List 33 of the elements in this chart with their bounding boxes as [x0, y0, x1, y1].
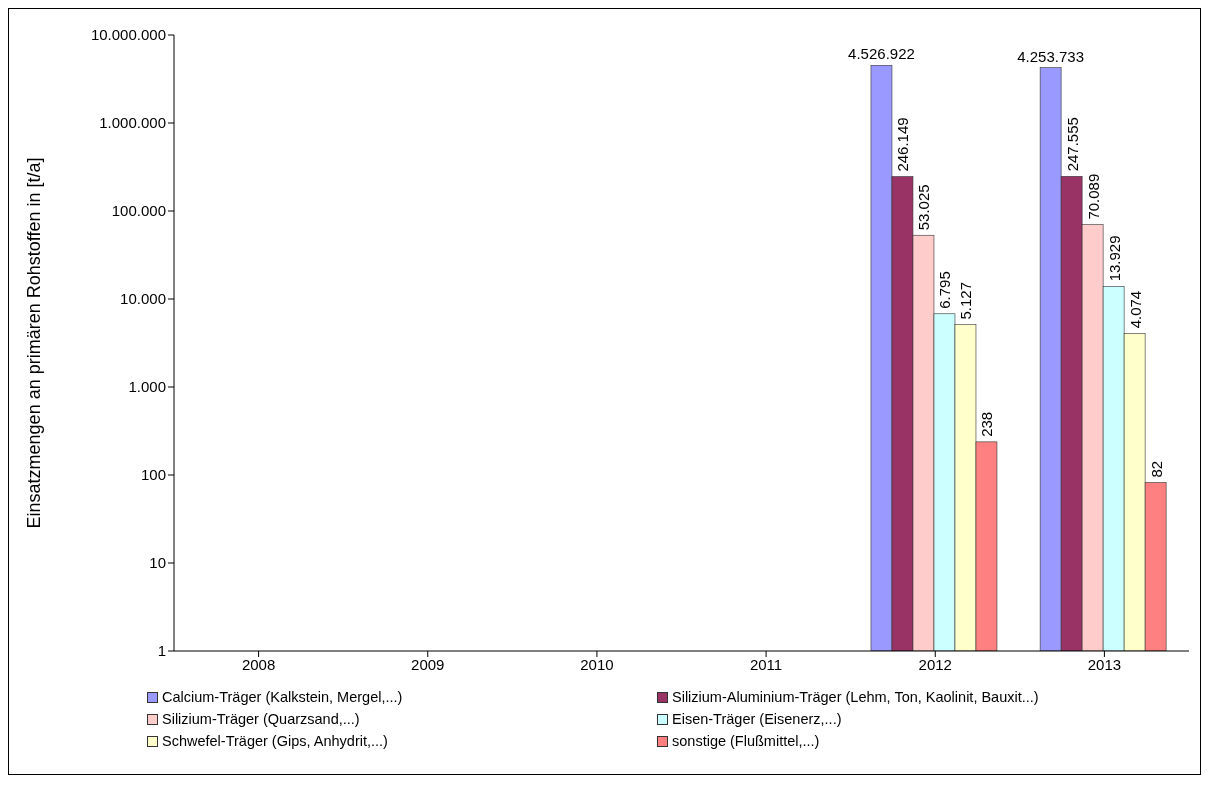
legend-label: Schwefel-Träger (Gips, Anhydrit,...) — [162, 733, 388, 749]
y-axis-title: Einsatzmengen an primären Rohstoffen in [t/a] — [24, 157, 45, 529]
legend-label: Calcium-Träger (Kalkstein, Mergel,...) — [162, 689, 403, 705]
data-label: 13.929 — [1105, 235, 1123, 282]
data-label: 6.795 — [936, 271, 954, 309]
x-tick-label: 2009 — [411, 655, 445, 673]
data-label: 4.526.922 — [848, 45, 915, 63]
data-label: 4.253.733 — [1017, 47, 1084, 65]
y-tick-label: 1.000.000 — [99, 114, 166, 132]
data-label: 5.127 — [957, 281, 975, 320]
data-label: 70.089 — [1084, 173, 1102, 220]
y-tick-label: 100 — [140, 466, 166, 484]
x-tick-label: 2013 — [1087, 655, 1122, 673]
legend-label: Silizium-Aluminium-Träger (Lehm, Ton, Kaolinit, Bauxit...) — [672, 689, 1039, 705]
legend-label: Eisen-Träger (Eisenerz,...) — [672, 711, 842, 727]
x-tick-label: 2012 — [918, 655, 952, 673]
x-tick-label: 2010 — [580, 655, 614, 673]
x-tick-label: 2011 — [749, 655, 783, 673]
legend-label: sonstige (Flußmittel,...) — [672, 733, 820, 749]
data-label: 247.555 — [1063, 117, 1081, 172]
data-label: 82 — [1147, 460, 1165, 478]
y-tick-label: 10.000 — [120, 290, 166, 308]
x-tick-label: 2008 — [241, 655, 276, 673]
y-tick-label: 10 — [149, 554, 166, 572]
y-tick-label: 10.000.000 — [90, 26, 166, 44]
y-tick-label: 1 — [157, 642, 166, 660]
y-tick-label: 100.000 — [111, 202, 166, 220]
data-label: 246.149 — [894, 117, 912, 172]
data-label: 4.074 — [1126, 290, 1144, 329]
data-label: 53.025 — [915, 184, 933, 231]
y-tick-label: 1.000 — [128, 378, 166, 396]
data-label: 238 — [978, 411, 996, 437]
legend-label: Silizium-Träger (Quarzsand,...) — [162, 711, 360, 727]
